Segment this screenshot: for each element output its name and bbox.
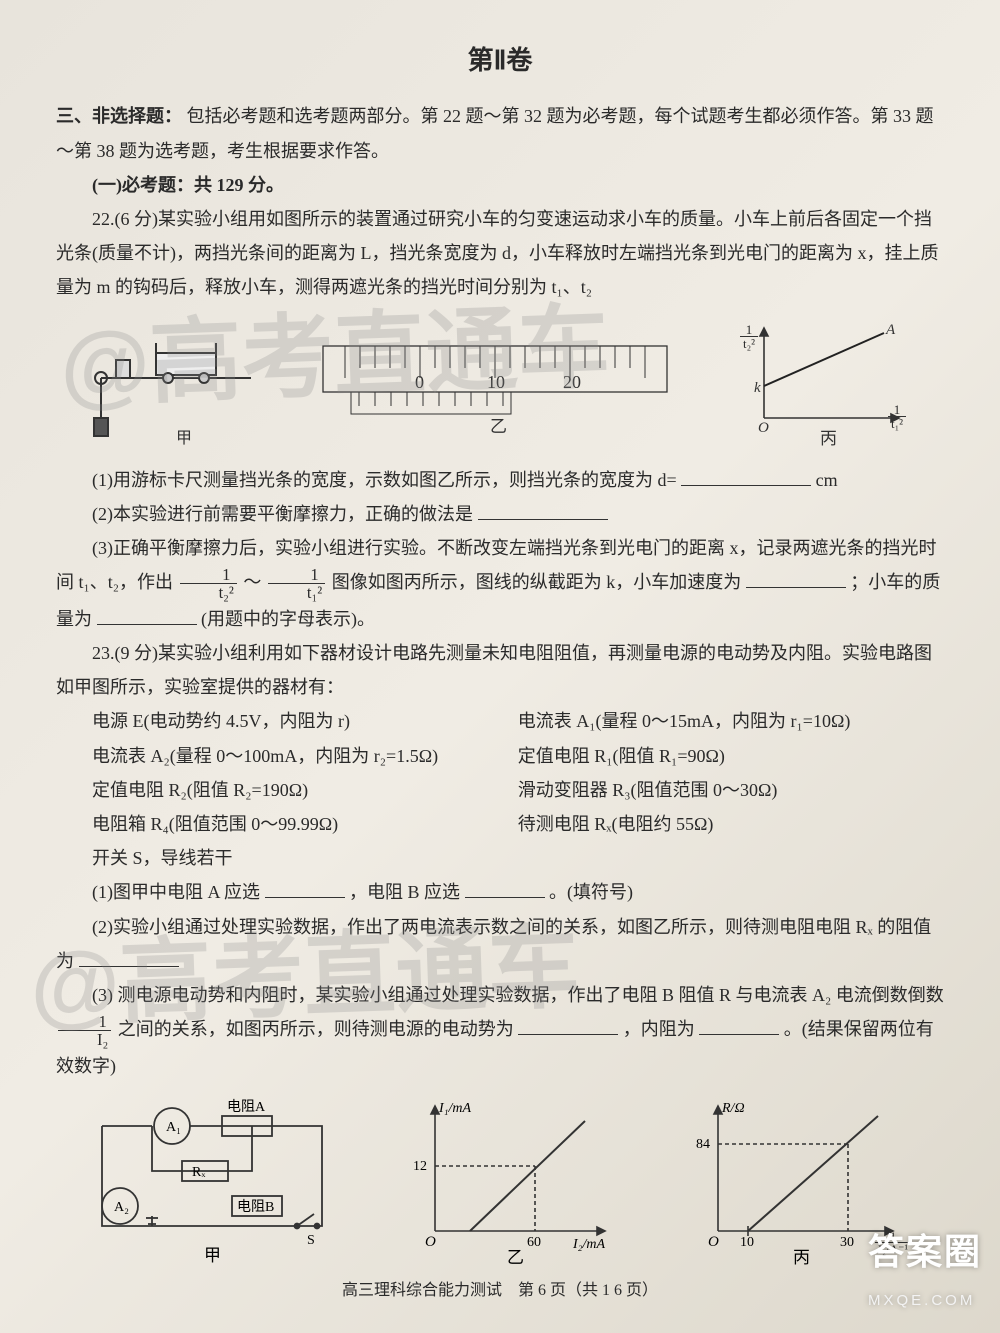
bing-xtick2: 30 bbox=[840, 1235, 854, 1250]
section3-text: 包括必考题和选考题两部分。第 22 题～第 32 题为必考题，每个试题考生都必须… bbox=[56, 106, 934, 160]
section3-heading: 三、非选择题： bbox=[56, 106, 182, 126]
blank-method bbox=[478, 500, 608, 520]
graph-yi-label: 乙 bbox=[507, 1248, 524, 1266]
q22-3b: 图像如图丙所示，图线的纵截距为 k，小车加速度为 bbox=[332, 572, 742, 592]
blank-rb bbox=[465, 879, 545, 899]
equip-left-1: 电流表 A₂(量程 0～100mA，内阻为 r₂=1.5Ω) bbox=[56, 739, 482, 773]
fig-jia-label: 甲 bbox=[176, 430, 192, 447]
circuit-label: 甲 bbox=[204, 1246, 221, 1265]
fig-bing-label: 丙 bbox=[820, 429, 837, 448]
q22-sub3: (3)正确平衡摩擦力后，实验小组进行实验。不断改变左端挡光条到光电门的距离 x，… bbox=[56, 531, 944, 636]
circuit-diagram: A₁ A₂ 电阻A Rₓ 电阻B S 甲 bbox=[82, 1096, 342, 1266]
q22-1-text: (1)用游标卡尺测量挡光条的宽度，示数如图乙所示，则挡光条的宽度为 d= bbox=[92, 470, 677, 490]
fig-yi-label: 乙 bbox=[490, 417, 507, 436]
q23-sub1: (1)图甲中电阻 A 应选 ，电阻 B 应选 。(填符号) bbox=[56, 875, 944, 909]
graph-bing2-label: 丙 bbox=[793, 1248, 810, 1266]
q23-2a: (2)实验小组通过处理实验数据，作出了两电流表示数之间的关系，如图乙所示，则待测… bbox=[56, 917, 931, 971]
rb-label: 电阻B bbox=[237, 1199, 274, 1215]
svg-text:O: O bbox=[425, 1234, 436, 1250]
q23-1b: ，电阻 B 应选 bbox=[349, 882, 460, 902]
graph-bing-1: k A O 1 t₂² 1 t₁² 丙 bbox=[734, 318, 914, 448]
a-label: A bbox=[885, 322, 896, 338]
ra-label: 电阻A bbox=[227, 1099, 266, 1115]
q23-3b: 之间的关系，如图丙所示，则待测电源的电动势为 bbox=[118, 1019, 514, 1039]
corner-logo: 答案圈 MXQE.COM bbox=[868, 1218, 982, 1315]
equip-left-0: 电源 E(电动势约 4.5V，内阻为 r) bbox=[56, 704, 482, 738]
yi-ytick: 12 bbox=[413, 1159, 427, 1174]
k-label: k bbox=[754, 380, 761, 396]
bing-ytick: 84 bbox=[696, 1137, 710, 1152]
q22-1-unit: cm bbox=[816, 470, 838, 490]
a1-label: A₁ bbox=[166, 1120, 181, 1135]
equip-left-3: 电阻箱 R₄(阻值范围 0～99.99Ω) bbox=[56, 807, 482, 841]
blank-d bbox=[681, 466, 811, 486]
yi-xaxis: I₂/mA bbox=[572, 1237, 606, 1252]
yi-yaxis: I₁/mA bbox=[438, 1101, 472, 1116]
bing-yaxis: R/Ω bbox=[721, 1101, 745, 1116]
equip-right-0: 电流表 A₁(量程 0～15mA，内阻为 r₁=10Ω) bbox=[518, 704, 944, 738]
q23-sub2: (2)实验小组通过处理实验数据，作出了两电流表示数之间的关系，如图乙所示，则待测… bbox=[56, 910, 944, 978]
corner-big: 答案圈 bbox=[868, 1218, 982, 1286]
equip-right-3: 待测电阻 Rₓ(电阻约 55Ω) bbox=[518, 807, 944, 841]
equip-right-2: 滑动变阻器 R₃(阻值范围 0～30Ω) bbox=[518, 773, 944, 807]
s-label: S bbox=[307, 1233, 315, 1248]
q23-figures: A₁ A₂ 电阻A Rₓ 电阻B S 甲 I₁/mA I₂/mA 12 60 O… bbox=[56, 1091, 944, 1266]
corner-small: MXQE.COM bbox=[868, 1287, 982, 1316]
q23-3a: (3) 测电源电动势和内阻时，某实验小组通过处理实验数据，作出了电阻 B 阻值 … bbox=[92, 985, 944, 1005]
q23-1c: 。(填符号) bbox=[549, 882, 633, 902]
svg-text:O: O bbox=[708, 1234, 719, 1250]
graph-yi: I₁/mA I₂/mA 12 60 O 乙 bbox=[395, 1096, 625, 1266]
page-footer: 高三理科综合能力测试 第 6 页（共 1 6 页） bbox=[56, 1276, 944, 1306]
ruler-tick-10: 10 bbox=[487, 372, 505, 392]
q23-sub3: (3) 测电源电动势和内阻时，某实验小组通过处理实验数据，作出了电阻 B 阻值 … bbox=[56, 978, 944, 1083]
ruler-tick-20: 20 bbox=[563, 372, 581, 392]
rx-label: Rₓ bbox=[192, 1165, 206, 1180]
q22-3d: (用题中的字母表示)。 bbox=[201, 609, 375, 629]
mandatory-heading: (一)必考题：共 129 分。 bbox=[56, 168, 944, 202]
blank-internal-r bbox=[699, 1015, 779, 1035]
blank-rx bbox=[79, 947, 179, 967]
blank-emf bbox=[518, 1015, 618, 1035]
equipment-list: 电源 E(电动势约 4.5V，内阻为 r) 电流表 A₂(量程 0～100mA，… bbox=[56, 704, 944, 875]
q22-sub1: (1)用游标卡尺测量挡光条的宽度，示数如图乙所示，则挡光条的宽度为 d= cm bbox=[56, 463, 944, 497]
a2-label: A₂ bbox=[114, 1200, 129, 1215]
q22-figures: 甲 0 bbox=[56, 313, 944, 453]
q23-3c: ，内阻为 bbox=[623, 1019, 695, 1039]
equip-right-1: 定值电阻 R₁(阻值 R₁=90Ω) bbox=[518, 739, 944, 773]
vernier-ruler-figure: 0 10 20 乙 bbox=[315, 328, 675, 438]
equip-left-2: 定值电阻 R₂(阻值 R₂=190Ω) bbox=[56, 773, 482, 807]
equip-left-4: 开关 S，导线若干 bbox=[56, 841, 482, 875]
q22-2-text: (2)本实验进行前需要平衡摩擦力，正确的做法是 bbox=[92, 504, 473, 524]
q22-sub2: (2)本实验进行前需要平衡摩擦力，正确的做法是 bbox=[56, 497, 944, 531]
section-intro: 三、非选择题： 包括必考题和选考题两部分。第 22 题～第 32 题为必考题，每… bbox=[56, 99, 944, 167]
q22-stem: 22.(6 分)某实验小组用如图所示的装置通过研究小车的匀变速运动求小车的质量。… bbox=[56, 202, 944, 305]
bing-xtick1: 10 bbox=[740, 1235, 754, 1250]
blank-ra bbox=[265, 879, 345, 899]
cart-apparatus-figure: 甲 bbox=[86, 318, 256, 448]
q23-stem: 23.(9 分)某实验小组利用如下器材设计电路先测量未知电阻阻值，再测量电源的电… bbox=[56, 636, 944, 704]
blank-mass bbox=[97, 605, 197, 625]
svg-text:O: O bbox=[758, 420, 769, 436]
q23-1a: (1)图甲中电阻 A 应选 bbox=[92, 882, 260, 902]
ruler-tick-0: 0 bbox=[415, 372, 424, 392]
page-title: 第Ⅱ卷 bbox=[56, 36, 944, 85]
yi-xtick: 60 bbox=[527, 1235, 541, 1250]
blank-accel bbox=[746, 568, 846, 588]
